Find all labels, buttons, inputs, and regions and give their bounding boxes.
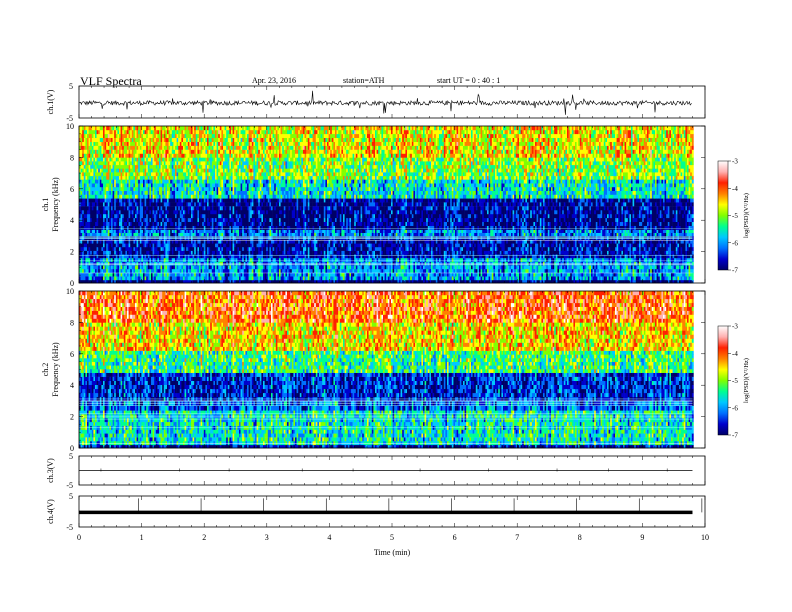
panel-ch1-spectrogram: -3-4-5-6-7log(PSD)(V²/Hz)0246810ch.1Freq…	[41, 122, 750, 288]
panel-ch1-waveform: 5-5ch.1(V)	[46, 82, 705, 123]
y-axis-label: ch.1(V)	[46, 89, 55, 114]
spectrogram-cells	[79, 126, 694, 283]
waveform-trace	[79, 91, 692, 115]
y-tick-label: 5	[69, 82, 73, 91]
vlf-spectra-figure: 5-5ch.1(V)-3-4-5-6-7log(PSD)(V²/Hz)02468…	[0, 0, 792, 612]
